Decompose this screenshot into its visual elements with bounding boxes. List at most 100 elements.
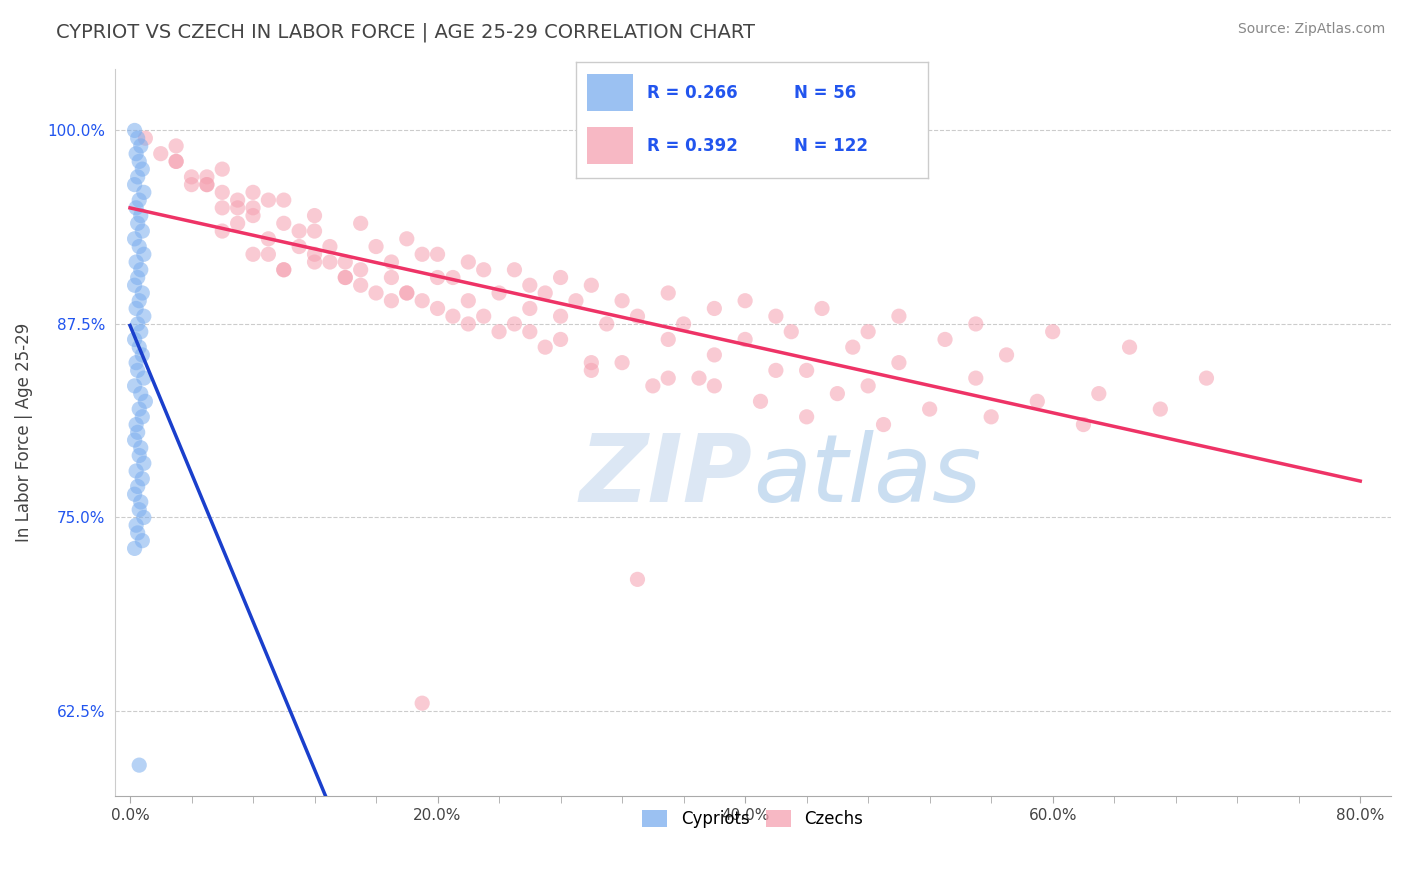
Point	[734, 293, 756, 308]
Text: CYPRIOT VS CZECH IN LABOR FORCE | AGE 25-29 CORRELATION CHART: CYPRIOT VS CZECH IN LABOR FORCE | AGE 25…	[56, 22, 755, 42]
Point	[131, 472, 153, 486]
Text: atlas: atlas	[752, 431, 981, 522]
Point	[380, 255, 402, 269]
Point	[581, 278, 603, 293]
Point	[796, 363, 818, 377]
Point	[273, 193, 295, 207]
Point	[872, 417, 894, 432]
Text: R = 0.392: R = 0.392	[647, 137, 738, 155]
Text: R = 0.266: R = 0.266	[647, 84, 737, 102]
Point	[124, 487, 146, 501]
Point	[131, 348, 153, 362]
Point	[441, 270, 464, 285]
Point	[672, 317, 695, 331]
Legend: Cypriots, Czechs: Cypriots, Czechs	[636, 804, 870, 835]
Point	[165, 154, 187, 169]
Point	[165, 139, 187, 153]
Point	[132, 510, 155, 524]
Point	[304, 255, 326, 269]
Point	[124, 178, 146, 192]
Point	[124, 232, 146, 246]
Point	[488, 325, 510, 339]
Point	[127, 317, 149, 331]
Point	[131, 409, 153, 424]
Point	[125, 417, 148, 432]
Point	[125, 201, 148, 215]
Text: Source: ZipAtlas.com: Source: ZipAtlas.com	[1237, 22, 1385, 37]
Point	[350, 216, 373, 230]
Point	[856, 379, 879, 393]
Point	[626, 573, 648, 587]
Point	[457, 317, 479, 331]
Point	[242, 201, 264, 215]
Point	[127, 270, 149, 285]
Point	[827, 386, 849, 401]
Point	[610, 356, 633, 370]
Point	[129, 139, 152, 153]
Point	[657, 371, 679, 385]
Point	[128, 239, 150, 253]
Point	[128, 193, 150, 207]
Point	[211, 224, 233, 238]
Point	[180, 178, 202, 192]
Point	[550, 309, 572, 323]
Point	[125, 255, 148, 269]
Point	[965, 317, 987, 331]
Point	[842, 340, 865, 354]
Point	[211, 162, 233, 177]
Point	[257, 247, 280, 261]
Point	[550, 270, 572, 285]
Point	[195, 178, 218, 192]
Point	[125, 464, 148, 478]
Point	[226, 193, 249, 207]
Point	[519, 301, 541, 316]
Point	[411, 247, 433, 261]
Point	[335, 270, 357, 285]
Point	[657, 333, 679, 347]
Point	[411, 293, 433, 308]
Point	[395, 232, 418, 246]
Point	[1088, 386, 1111, 401]
Point	[127, 425, 149, 440]
Point	[131, 533, 153, 548]
Point	[288, 239, 311, 253]
Point	[1026, 394, 1049, 409]
Point	[129, 386, 152, 401]
Point	[257, 193, 280, 207]
Point	[124, 123, 146, 137]
Point	[411, 696, 433, 710]
Point	[226, 201, 249, 215]
Point	[811, 301, 834, 316]
Point	[129, 262, 152, 277]
Point	[441, 309, 464, 323]
Point	[125, 356, 148, 370]
Point	[703, 301, 725, 316]
Point	[124, 433, 146, 447]
Point	[565, 293, 588, 308]
Point	[1118, 340, 1140, 354]
Point	[1073, 417, 1095, 432]
Point	[503, 262, 526, 277]
Point	[965, 371, 987, 385]
Point	[288, 224, 311, 238]
Y-axis label: In Labor Force | Age 25-29: In Labor Force | Age 25-29	[15, 323, 32, 542]
Point	[319, 239, 342, 253]
Point	[765, 309, 787, 323]
Bar	[586, 128, 633, 164]
Point	[350, 262, 373, 277]
Point	[211, 186, 233, 200]
Point	[641, 379, 664, 393]
Point	[457, 255, 479, 269]
Point	[335, 270, 357, 285]
Point	[426, 301, 449, 316]
Point	[1195, 371, 1218, 385]
Point	[127, 216, 149, 230]
Point	[134, 394, 156, 409]
Point	[335, 255, 357, 269]
Point	[534, 340, 557, 354]
Point	[124, 278, 146, 293]
Point	[610, 293, 633, 308]
Point	[129, 209, 152, 223]
Point	[934, 333, 956, 347]
Point	[132, 247, 155, 261]
